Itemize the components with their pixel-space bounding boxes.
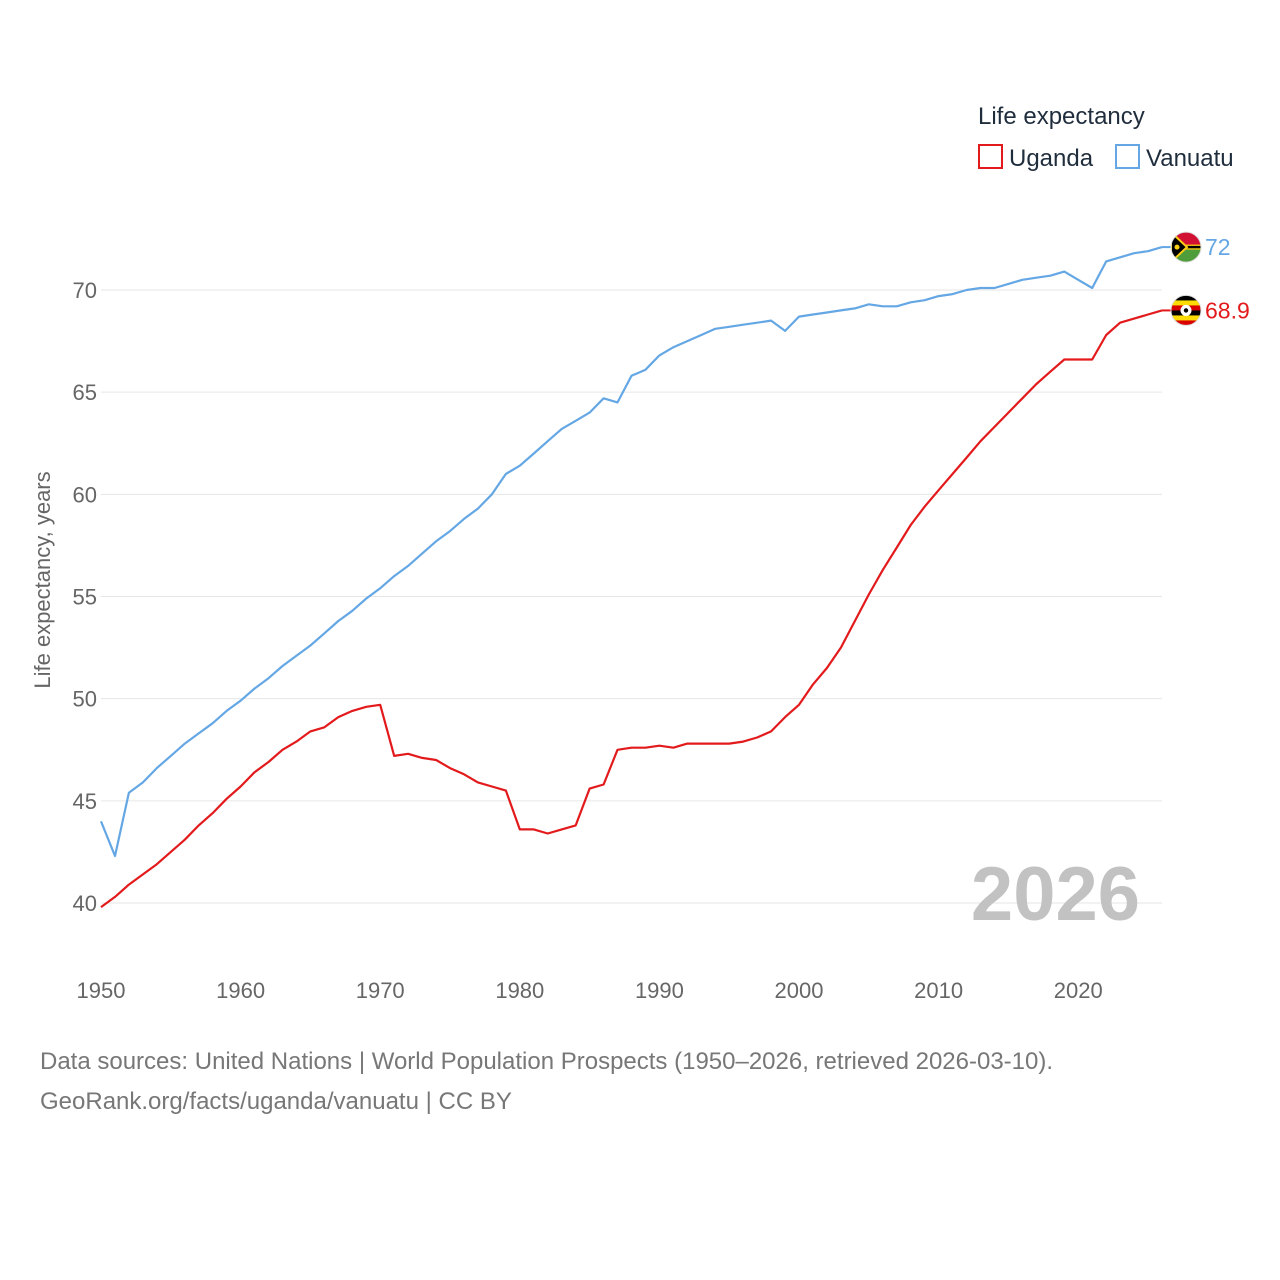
legend-item-vanuatu[interactable]: Vanuatu — [1115, 144, 1234, 172]
legend-swatch-vanuatu — [1115, 144, 1140, 169]
life-expectancy-chart: 40 45 50 55 60 65 70 1950 1960 1970 1980 1990 2000 2… — [30, 103, 1250, 1003]
x-tick-label-2020: 2020 — [1054, 978, 1103, 1003]
end-value-label-vanuatu: 72 — [1205, 234, 1231, 260]
series-lines — [99, 246, 1163, 908]
y-tick-label-55: 55 — [73, 585, 97, 610]
year-watermark: 2026 — [971, 852, 1140, 937]
series-end-markers: 68.9 72 — [1162, 231, 1250, 326]
series-line-uganda[interactable] — [100, 309, 1163, 908]
x-tick-label-1970: 1970 — [356, 978, 405, 1003]
sources-line-2[interactable]: GeoRank.org/facts/uganda/vanuatu | CC BY — [40, 1088, 512, 1115]
gridlines — [101, 289, 1162, 904]
legend-item-uganda[interactable]: Uganda — [978, 144, 1094, 172]
flag-icon-uganda — [1170, 294, 1202, 326]
legend: Life expectancy Uganda Vanuatu — [978, 103, 1234, 172]
y-tick-label-40: 40 — [73, 891, 97, 916]
x-tick-label-1990: 1990 — [635, 978, 684, 1003]
y-tick-label-70: 70 — [73, 278, 97, 303]
y-tick-label-45: 45 — [73, 789, 97, 814]
x-tick-label-2010: 2010 — [914, 978, 963, 1003]
legend-title: Life expectancy — [978, 103, 1145, 130]
y-axis-ticks: 40 45 50 55 60 65 70 — [73, 278, 97, 916]
end-value-label-uganda: 68.9 — [1205, 297, 1250, 323]
y-tick-label-65: 65 — [73, 380, 97, 405]
data-sources: Data sources: United Nations | World Pop… — [40, 1042, 1240, 1122]
x-tick-label-1950: 1950 — [77, 978, 126, 1003]
y-tick-label-50: 50 — [73, 687, 97, 712]
legend-swatch-uganda — [978, 144, 1003, 169]
legend-label-vanuatu: Vanuatu — [1146, 145, 1234, 172]
y-tick-label-60: 60 — [73, 482, 97, 507]
legend-label-uganda: Uganda — [1009, 145, 1094, 172]
x-axis-ticks: 1950 1960 1970 1980 1990 2000 2010 2020 — [77, 978, 1103, 1003]
flag-icon-vanuatu — [1170, 231, 1202, 263]
series-line-vanuatu[interactable] — [99, 246, 1163, 858]
x-tick-label-2000: 2000 — [775, 978, 824, 1003]
x-tick-label-1980: 1980 — [495, 978, 544, 1003]
sources-line-1: Data sources: United Nations | World Pop… — [40, 1048, 1054, 1075]
y-axis-label: Life expectancy, years — [30, 471, 55, 688]
x-tick-label-1960: 1960 — [216, 978, 265, 1003]
